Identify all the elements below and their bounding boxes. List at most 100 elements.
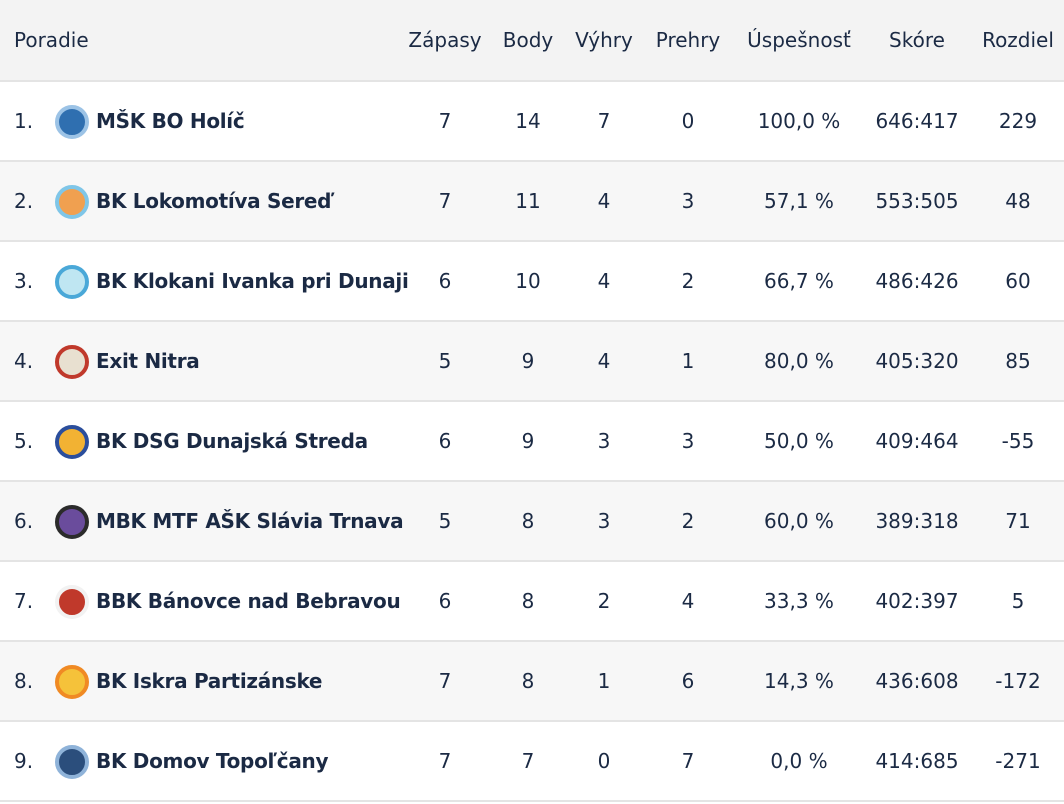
stat-cell: 405:320: [875, 349, 959, 373]
stat-cell: 3: [681, 189, 695, 213]
stat-cell: 4: [681, 589, 695, 613]
rank: 4.: [14, 349, 34, 373]
stat-cell: 33,3 %: [764, 589, 834, 613]
stat-cell: 57,1 %: [764, 189, 834, 213]
header-cell[interactable]: Úspešnosť: [747, 28, 851, 52]
header-cell[interactable]: Body: [502, 28, 554, 52]
team-name[interactable]: BK Domov Topoľčany: [96, 749, 329, 773]
stat-cell: 6: [438, 429, 452, 453]
stat-cell: 402:397: [875, 589, 959, 613]
stat-cell: 409:464: [875, 429, 959, 453]
stat-cell: -172: [995, 669, 1041, 693]
rank: 2.: [14, 189, 34, 213]
stat-cell: 4: [597, 189, 611, 213]
stat-cell: 11: [515, 189, 541, 213]
team-name[interactable]: Exit Nitra: [96, 349, 200, 373]
header-cell[interactable]: Výhry: [575, 28, 633, 52]
stat-cell: 85: [1005, 349, 1031, 373]
stat-cell: -271: [995, 749, 1041, 773]
team-logo: [55, 185, 89, 219]
stat-cell: 14: [515, 109, 541, 133]
stat-cell: 5: [1011, 589, 1025, 613]
stat-cell: 5: [438, 349, 452, 373]
team-logo: [55, 505, 89, 539]
team-row[interactable]: 1. MŠK BO Holíč 7 14 7 0 100,0 % 646:417 229: [0, 82, 1064, 162]
stat-cell: 0: [681, 109, 695, 133]
team-row[interactable]: 2. BK Lokomotíva Sereď 7 11 4 3 57,1 % 553:505 4…: [0, 162, 1064, 242]
stat-cell: 9: [521, 429, 535, 453]
stat-cell: 8: [521, 669, 535, 693]
stat-cell: 7: [597, 109, 611, 133]
stat-cell: 3: [681, 429, 695, 453]
team-logo: [55, 745, 89, 779]
team-name[interactable]: MŠK BO Holíč: [96, 109, 245, 133]
stat-cell: 1: [597, 669, 611, 693]
stat-cell: 5: [438, 509, 452, 533]
stat-cell: 60: [1005, 269, 1031, 293]
team-row[interactable]: 6. MBK MTF AŠK Slávia Trnava 5 8 3 2 60,0 % 389…: [0, 482, 1064, 562]
team-row[interactable]: 5. BK DSG Dunajská Streda 6 9 3 3 50,0 % 409:46…: [0, 402, 1064, 482]
team-name[interactable]: BK Iskra Partizánske: [96, 669, 323, 693]
stat-cell: 4: [597, 349, 611, 373]
stat-cell: 48: [1005, 189, 1031, 213]
team-name[interactable]: MBK MTF AŠK Slávia Trnava: [96, 509, 404, 533]
stat-cell: 7: [438, 109, 452, 133]
team-row[interactable]: 9. BK Domov Topoľčany 7 7 0 7 0,0 % 414:685 -271: [0, 722, 1064, 802]
header-cell[interactable]: Skóre: [889, 28, 945, 52]
stat-cell: 6: [681, 669, 695, 693]
stat-cell: 6: [438, 589, 452, 613]
stat-cell: 7: [521, 749, 535, 773]
stat-cell: 553:505: [875, 189, 959, 213]
stat-cell: 0: [597, 749, 611, 773]
stat-cell: 414:685: [875, 749, 959, 773]
stat-cell: 2: [597, 589, 611, 613]
stat-cell: 66,7 %: [764, 269, 834, 293]
header-row: Poradie Zápasy Body Výhry Prehry Úspešnosť Skó…: [0, 0, 1064, 82]
team-name[interactable]: BBK Bánovce nad Bebravou: [96, 589, 401, 613]
stat-cell: 3: [597, 429, 611, 453]
team-row[interactable]: 8. BK Iskra Partizánske 7 8 1 6 14,3 % 436:608 -…: [0, 642, 1064, 722]
stat-cell: 3: [597, 509, 611, 533]
stat-cell: 1: [681, 349, 695, 373]
team-row[interactable]: 4. Exit Nitra 5 9 4 1 80,0 % 405:320 85: [0, 322, 1064, 402]
rank: 6.: [14, 509, 34, 533]
team-logo: [55, 665, 89, 699]
header-cell[interactable]: Zápasy: [408, 28, 482, 52]
stat-cell: 60,0 %: [764, 509, 834, 533]
stat-cell: 71: [1005, 509, 1031, 533]
stat-cell: 7: [438, 669, 452, 693]
rank: 7.: [14, 589, 34, 613]
stat-cell: 14,3 %: [764, 669, 834, 693]
header-cell[interactable]: Rozdiel: [982, 28, 1054, 52]
stat-cell: 7: [438, 749, 452, 773]
team-logo: [55, 425, 89, 459]
stat-cell: 389:318: [875, 509, 959, 533]
stat-cell: 8: [521, 509, 535, 533]
rank: 5.: [14, 429, 34, 453]
stat-cell: 486:426: [875, 269, 959, 293]
team-name[interactable]: BK Klokani Ivanka pri Dunaji: [96, 269, 409, 293]
team-row[interactable]: 7. BBK Bánovce nad Bebravou 6 8 2 4 33,3 % 402:…: [0, 562, 1064, 642]
stat-cell: 50,0 %: [764, 429, 834, 453]
team-logo: [55, 585, 89, 619]
team-logo: [55, 105, 89, 139]
stat-cell: 2: [681, 509, 695, 533]
stat-cell: 80,0 %: [764, 349, 834, 373]
header-cell[interactable]: Prehry: [655, 28, 721, 52]
team-logo: [55, 265, 89, 299]
stat-cell: 436:608: [875, 669, 959, 693]
rank: 9.: [14, 749, 34, 773]
stat-cell: 4: [597, 269, 611, 293]
header-cell: Poradie: [14, 28, 89, 52]
team-name[interactable]: BK DSG Dunajská Streda: [96, 429, 368, 453]
rank: 8.: [14, 669, 34, 693]
stat-cell: 100,0 %: [757, 109, 841, 133]
team-name[interactable]: BK Lokomotíva Sereď: [96, 189, 332, 213]
team-row[interactable]: 3. BK Klokani Ivanka pri Dunaji 6 10 4 2 66,7 …: [0, 242, 1064, 322]
stat-cell: 9: [521, 349, 535, 373]
stat-cell: 7: [681, 749, 695, 773]
rank: 1.: [14, 109, 34, 133]
stat-cell: 646:417: [875, 109, 959, 133]
